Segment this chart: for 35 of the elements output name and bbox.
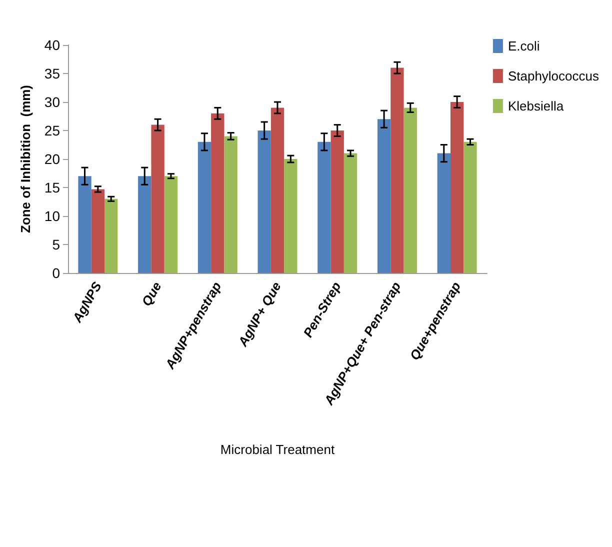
bar [284, 159, 298, 273]
y-axis-title: Zone of Inhibition (mm) [18, 84, 33, 234]
y-tick-label: 20 [44, 151, 60, 167]
bar [377, 119, 391, 273]
bar [164, 176, 178, 273]
y-tick-label: 30 [44, 94, 60, 110]
legend-label: Klebsiella [508, 98, 564, 114]
bar [198, 142, 212, 273]
bar [437, 153, 450, 273]
bar [270, 108, 284, 273]
bar [211, 113, 224, 273]
y-tick-label: 15 [44, 180, 60, 196]
y-tick-label: 10 [44, 208, 60, 224]
x-axis-title: Microbial Treatment [220, 442, 335, 457]
bar [138, 176, 152, 273]
bar [78, 176, 92, 273]
bar [390, 68, 404, 273]
bar [151, 124, 164, 273]
bar [258, 130, 271, 273]
bar [404, 108, 417, 273]
bar [104, 198, 118, 273]
y-tick-label: 5 [52, 236, 60, 252]
y-tick-label: 35 [44, 66, 60, 82]
y-tick-label: 0 [52, 265, 60, 281]
bar [330, 130, 344, 273]
bar [344, 153, 358, 273]
y-tick-label: 25 [44, 122, 60, 138]
bar [450, 102, 464, 273]
bar [224, 136, 238, 273]
bar [318, 142, 331, 273]
bar [464, 142, 477, 273]
legend-label: E.coli [508, 38, 540, 54]
bar [91, 189, 105, 273]
y-tick-label: 40 [44, 37, 60, 53]
legend-label: Staphylococcus [508, 68, 600, 84]
